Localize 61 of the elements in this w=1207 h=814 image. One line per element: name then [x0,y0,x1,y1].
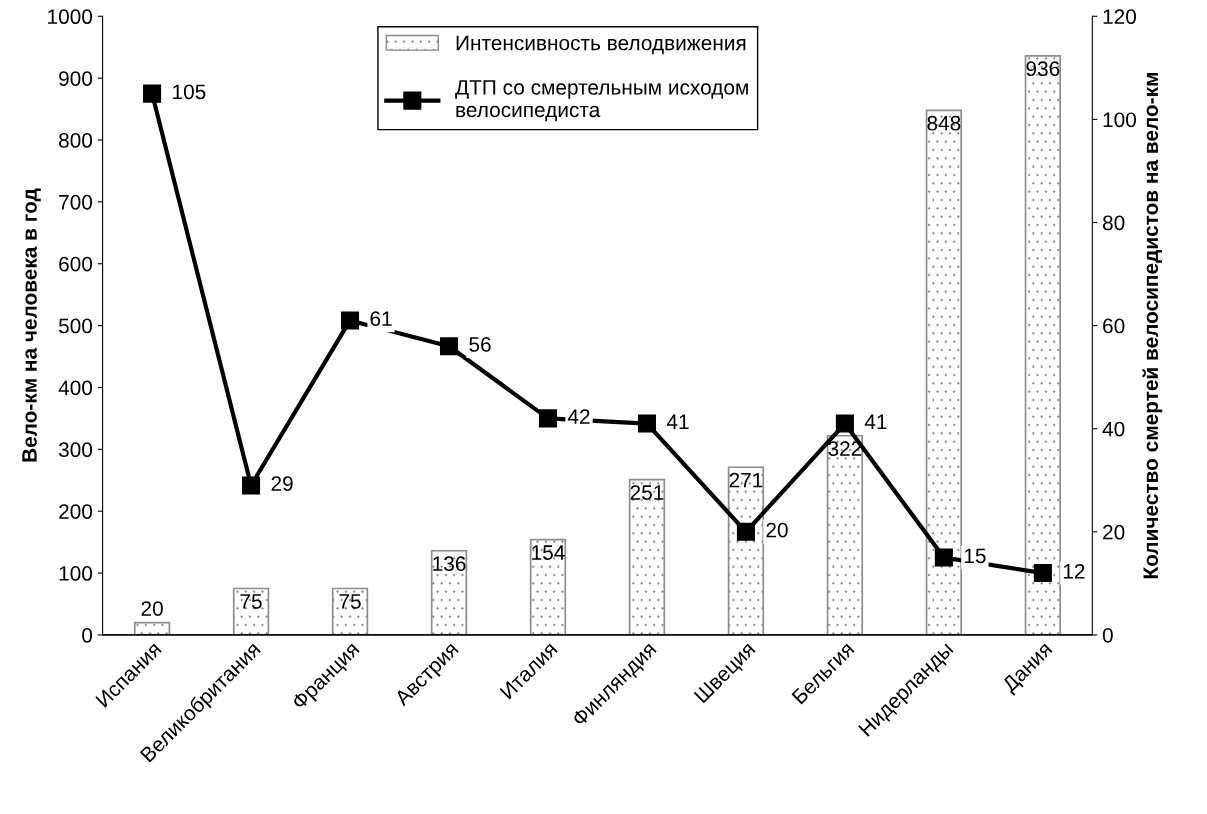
data-label: 848 [927,115,961,131]
y-axis-title: Вело-км на человека в год [22,188,41,462]
data-label: 29 [271,476,293,492]
bar [628,478,666,635]
point [242,476,261,495]
data-label: 15 [964,548,986,564]
data-label: 105 [173,84,206,100]
data-label: 271 [729,472,763,488]
bar [826,434,864,635]
y2-axis-title: Количество смертей велосипедистов на вело-км [1142,73,1163,579]
data-label: 251 [630,485,664,500]
bar [331,587,369,635]
data-label: 936 [1026,61,1060,77]
bar [925,109,963,635]
y-tick-label: 600 [59,256,93,272]
data-label: 20 [141,601,163,616]
point [538,409,558,428]
y-tick-label: 100 [59,566,93,581]
bar [232,587,270,635]
data-label: 12 [1063,563,1085,579]
data-label: 41 [666,414,689,429]
point [143,84,162,103]
y2-tick-label: 20 [1103,524,1125,540]
bar [1024,55,1062,635]
data-label: 75 [339,594,361,609]
y-tick-label: 200 [59,504,93,519]
y-tick-label: 500 [58,318,93,334]
point [934,548,953,567]
y2-tick-label: 40 [1102,421,1125,437]
data-label: 75 [240,594,262,609]
y-tick-label: 700 [59,194,93,210]
point [439,337,459,356]
y-tick-label: 400 [58,380,93,396]
data-label: 42 [567,409,590,424]
y-tick-label: 1000 [48,9,93,25]
y-tick-label: 300 [58,442,93,458]
y2-tick-label: 120 [1103,9,1136,25]
point [637,414,656,433]
y2-tick-label: 80 [1102,215,1125,231]
y-tick-label: 800 [59,133,93,148]
bar [430,549,468,635]
bar [529,538,567,635]
y2-tick-label: 60 [1103,318,1125,334]
point [1033,564,1052,583]
data-label: 20 [766,522,788,538]
legend-label: ДТП со смертельным исходом велосипедиста [455,80,748,122]
point [736,522,755,541]
bar [133,621,171,635]
y2-tick-label: 0 [1102,627,1113,643]
data-label: 61 [370,311,392,327]
legend-label: Интенсивность велодвижения [456,35,746,55]
y-tick-label: 900 [59,71,93,86]
point [341,311,360,330]
point [835,414,854,433]
data-label: 136 [433,556,466,572]
y2-tick-label: 100 [1103,112,1136,128]
data-label: 154 [532,545,565,560]
bar [727,466,765,635]
y-tick-label: 0 [82,627,93,643]
data-label: 56 [469,337,491,352]
data-label: 41 [864,414,887,429]
